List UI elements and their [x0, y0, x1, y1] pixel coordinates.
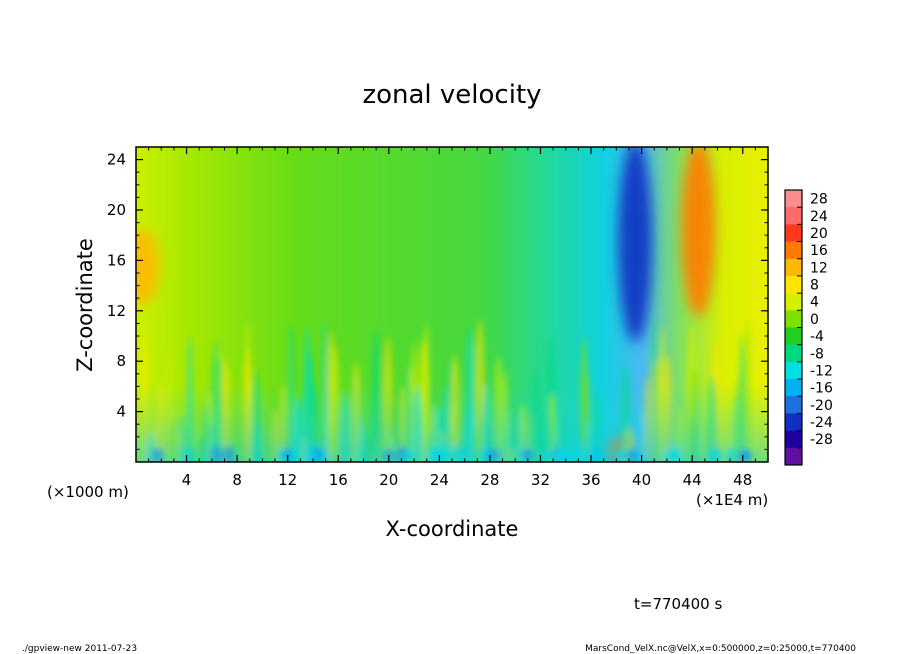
colorbar-label: -28: [810, 432, 833, 448]
colorbar-label: 8: [810, 278, 819, 294]
heatmap-bottom-layer: [136, 147, 768, 462]
y-tick-label: 8: [116, 352, 126, 370]
y-tick-label: 20: [107, 201, 126, 219]
y-axis: 4 8 12 16 20 24: [107, 151, 768, 450]
x-tick-label: 44: [683, 471, 702, 489]
y-tick-label: 16: [107, 251, 126, 269]
y-axis-label: Z-coordinate: [73, 238, 97, 372]
x-tick-label: 4: [182, 471, 192, 489]
y-tick-label: 12: [107, 302, 126, 320]
colorbar-label: 20: [810, 226, 828, 242]
x-tick-label: 32: [531, 471, 550, 489]
plot-area: [136, 147, 768, 478]
colorbar-swatch: [785, 413, 802, 432]
colorbar-swatch: [785, 361, 802, 380]
colorbar-label: 28: [810, 192, 828, 208]
colorbar-swatch: [785, 275, 802, 294]
colorbar-swatch: [785, 207, 802, 225]
x-tick-label: 12: [278, 471, 297, 489]
colorbar-swatch: [785, 310, 802, 328]
x-tick-label: 16: [329, 471, 348, 489]
colorbar-label: -24: [810, 415, 833, 431]
y-unit-label: (×1000 m): [47, 483, 129, 501]
x-tick-label: 28: [480, 471, 499, 489]
colorbar-swatch: [785, 447, 802, 466]
colorbar-label: -20: [810, 398, 833, 414]
heatmap-streak: [240, 469, 251, 478]
x-tick-label: 36: [581, 471, 600, 489]
colorbar-swatch: [785, 379, 802, 397]
time-label: t=770400 s: [634, 595, 722, 613]
heatmap-streak: [220, 467, 230, 478]
x-tick-label: 20: [379, 471, 398, 489]
x-tick-label: 24: [430, 471, 449, 489]
x-axis-label: X-coordinate: [386, 517, 519, 541]
colorbar-label: 12: [810, 260, 828, 276]
colorbar-swatch: [785, 258, 802, 277]
colorbar-label: 24: [810, 209, 828, 225]
colorbar-label: -16: [810, 381, 833, 397]
x-axis: 4 8 12 16 20 24 28 32 36 40 44 48: [148, 147, 756, 489]
colorbar-label: 0: [810, 312, 819, 328]
x-tick-label: 8: [232, 471, 242, 489]
colorbar-swatch: [785, 430, 802, 449]
y-tick-label: 4: [116, 403, 126, 421]
colorbar-label: 4: [810, 295, 819, 311]
colorbar-label: -12: [810, 363, 833, 379]
x-tick-label: 40: [632, 471, 651, 489]
colorbar-swatch: [785, 344, 802, 363]
heatmap-streak: [244, 464, 249, 478]
colorbar-swatch: [785, 241, 802, 260]
chart-title: zonal velocity: [362, 80, 541, 110]
colorbar-swatch: [785, 190, 802, 208]
y-tick-label: 24: [107, 151, 126, 169]
colorbar-swatch: [785, 396, 802, 414]
colorbar-label: 16: [810, 243, 828, 259]
footer-left: ./gpview-new 2011-07-23: [22, 644, 137, 654]
colorbar-label: -4: [810, 329, 824, 345]
heatmap-streak: [250, 461, 253, 462]
colorbar-swatch: [785, 293, 802, 311]
colorbar-swatch: [785, 224, 802, 243]
x-unit-label: (×1E4 m): [696, 491, 768, 509]
colorbar-swatch: [785, 327, 802, 346]
x-tick-label: 48: [733, 471, 752, 489]
footer-right: MarsCond_VelX.nc@VelX,x=0:500000,z=0:250…: [585, 644, 856, 654]
colorbar-label: -8: [810, 346, 824, 362]
